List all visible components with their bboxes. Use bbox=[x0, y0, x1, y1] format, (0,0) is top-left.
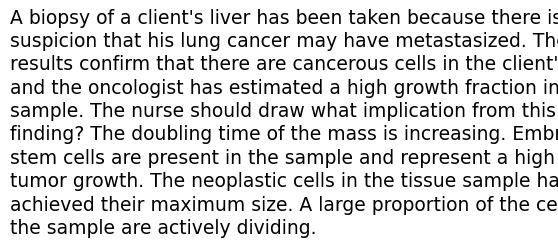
Text: tumor growth. The neoplastic cells in the tissue sample have: tumor growth. The neoplastic cells in th… bbox=[10, 172, 558, 190]
Text: achieved their maximum size. A large proportion of the cells in: achieved their maximum size. A large pro… bbox=[10, 195, 558, 214]
Text: and the oncologist has estimated a high growth fraction in the: and the oncologist has estimated a high … bbox=[10, 78, 558, 98]
Text: A biopsy of a client's liver has been taken because there is: A biopsy of a client's liver has been ta… bbox=[10, 9, 558, 28]
Text: suspicion that his lung cancer may have metastasized. The: suspicion that his lung cancer may have … bbox=[10, 32, 558, 51]
Text: stem cells are present in the sample and represent a high risk for: stem cells are present in the sample and… bbox=[10, 148, 558, 167]
Text: sample. The nurse should draw what implication from this: sample. The nurse should draw what impli… bbox=[10, 102, 556, 121]
Text: finding? The doubling time of the mass is increasing. Embryonic: finding? The doubling time of the mass i… bbox=[10, 125, 558, 144]
Text: results confirm that there are cancerous cells in the client's liver: results confirm that there are cancerous… bbox=[10, 55, 558, 74]
Text: the sample are actively dividing.: the sample are actively dividing. bbox=[10, 218, 316, 237]
